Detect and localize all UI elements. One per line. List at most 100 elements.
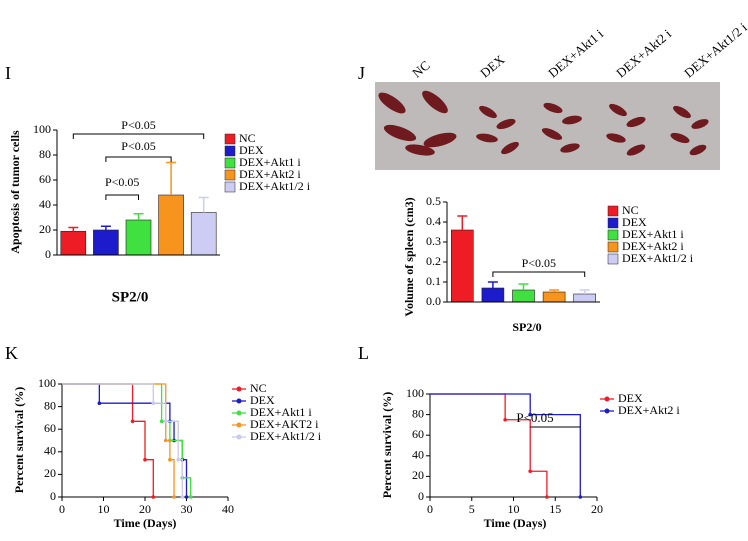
bracket <box>492 271 586 277</box>
legend-label: DEX+Akt1 i <box>239 155 301 169</box>
legend-swatch <box>224 145 236 157</box>
survival-point <box>143 457 147 462</box>
survival-point <box>180 495 185 499</box>
survival-point <box>176 457 180 462</box>
y-axis-label: Volume of spleen (cm3) <box>402 197 416 316</box>
x-tick-label: 20 <box>139 502 151 516</box>
y-tick-label: 40 <box>412 448 424 462</box>
y-tick-label: 60 <box>39 172 51 186</box>
legend-swatch <box>224 169 236 181</box>
bracket <box>72 133 205 139</box>
error-bar <box>549 289 560 292</box>
survival-point <box>163 438 168 443</box>
survival-point <box>184 495 189 499</box>
x-tick-label: 20 <box>591 502 603 516</box>
survival-point <box>578 495 583 499</box>
y-tick-label: 20 <box>412 468 424 482</box>
x-tick-label: 5 <box>469 502 475 516</box>
y-tick-label: 20 <box>39 222 51 236</box>
survival-line <box>62 383 154 497</box>
y-tick-label: 20 <box>44 466 56 480</box>
x-axis-label: SP2/0 <box>512 320 541 334</box>
legend-swatch <box>224 133 236 145</box>
y-axis-label: Percent survival (%) <box>380 392 394 498</box>
x-axis-label: Time (Days) <box>114 516 177 530</box>
survival-point <box>545 495 549 499</box>
legend-swatch <box>607 253 619 265</box>
legend-label: DEX+Akt2 i <box>239 167 301 181</box>
y-tick-label: 0.1 <box>426 274 441 288</box>
survival-point <box>130 419 135 424</box>
annotation: P<0.05 <box>522 256 556 270</box>
photo-label: DEX <box>477 52 508 81</box>
legend-dot <box>604 396 610 402</box>
photo-label: DEX+Akt1 i <box>545 26 606 81</box>
panel-label: L <box>358 343 369 363</box>
bar <box>573 293 597 303</box>
y-tick-label: 0.2 <box>426 254 441 268</box>
survival-point <box>151 401 156 406</box>
legend-swatch <box>224 181 236 193</box>
legend-label: DEX+Akt1 i <box>622 227 684 241</box>
photo-label: DEX+Akt2 i <box>613 26 674 81</box>
bar <box>158 194 184 256</box>
legend-label: DEX+Akt1/2 i <box>250 429 322 443</box>
bracket <box>105 156 172 162</box>
y-tick-label: 0.5 <box>426 194 441 208</box>
legend-dot <box>236 386 242 392</box>
survival-point <box>159 419 164 424</box>
annotation: P<0.05 <box>121 139 155 153</box>
survival-line <box>62 383 175 497</box>
bar <box>60 230 87 256</box>
legend-label: DEX+AKT2 i <box>250 417 319 431</box>
legend-label: DEX+Akt2 i <box>622 239 684 253</box>
error-bar <box>133 213 144 220</box>
spleen-photo <box>375 82 720 170</box>
y-tick-label: 40 <box>44 444 56 458</box>
legend-dot <box>604 408 610 414</box>
error-bar <box>457 215 468 230</box>
legend-swatch <box>607 229 619 241</box>
annotation: P<0.05 <box>516 410 553 425</box>
error-bar <box>487 281 498 288</box>
x-axis-label: SP2/0 <box>112 289 149 305</box>
bar <box>481 287 505 303</box>
x-tick-label: 0 <box>427 502 433 516</box>
x-tick-label: 10 <box>98 502 110 516</box>
legend-label: NC <box>239 131 256 145</box>
survival-point <box>163 419 168 424</box>
y-tick-label: 0 <box>418 489 424 503</box>
y-tick-label: 80 <box>44 398 56 412</box>
y-tick-label: 100 <box>38 376 56 390</box>
y-axis-label: Apoptosis of tumor cells <box>8 130 22 254</box>
x-tick-label: 10 <box>508 502 520 516</box>
legend-label: DEX+Akt1 i <box>250 405 312 419</box>
legend-label: NC <box>622 203 639 217</box>
legend-label: DEX <box>250 393 275 407</box>
panel-label: I <box>5 63 11 83</box>
legend-dot <box>236 434 242 440</box>
y-tick-label: 0.3 <box>426 234 441 248</box>
y-tick-label: 0 <box>50 489 56 503</box>
survival-point <box>97 401 102 406</box>
bar <box>125 219 152 256</box>
y-axis-label: Percent survival (%) <box>12 387 26 493</box>
y-tick-label: 0 <box>45 247 51 261</box>
legend-swatch <box>224 157 236 169</box>
y-tick-label: 0.0 <box>426 294 441 308</box>
x-tick-label: 15 <box>549 502 561 516</box>
y-tick-label: 60 <box>44 421 56 435</box>
legend-label: NC <box>250 381 267 395</box>
bar <box>93 229 119 256</box>
y-tick-label: 60 <box>412 427 424 441</box>
legend-dot <box>236 398 242 404</box>
x-tick-label: 40 <box>222 502 234 516</box>
x-axis-label: Time (Days) <box>484 516 547 530</box>
y-tick-label: 0.4 <box>426 214 441 228</box>
error-bar <box>100 225 111 230</box>
annotation: P<0.05 <box>105 175 139 189</box>
y-tick-label: 100 <box>33 122 51 136</box>
y-tick-label: 100 <box>406 386 424 400</box>
legend-label: DEX+Akt1/2 i <box>622 251 694 265</box>
